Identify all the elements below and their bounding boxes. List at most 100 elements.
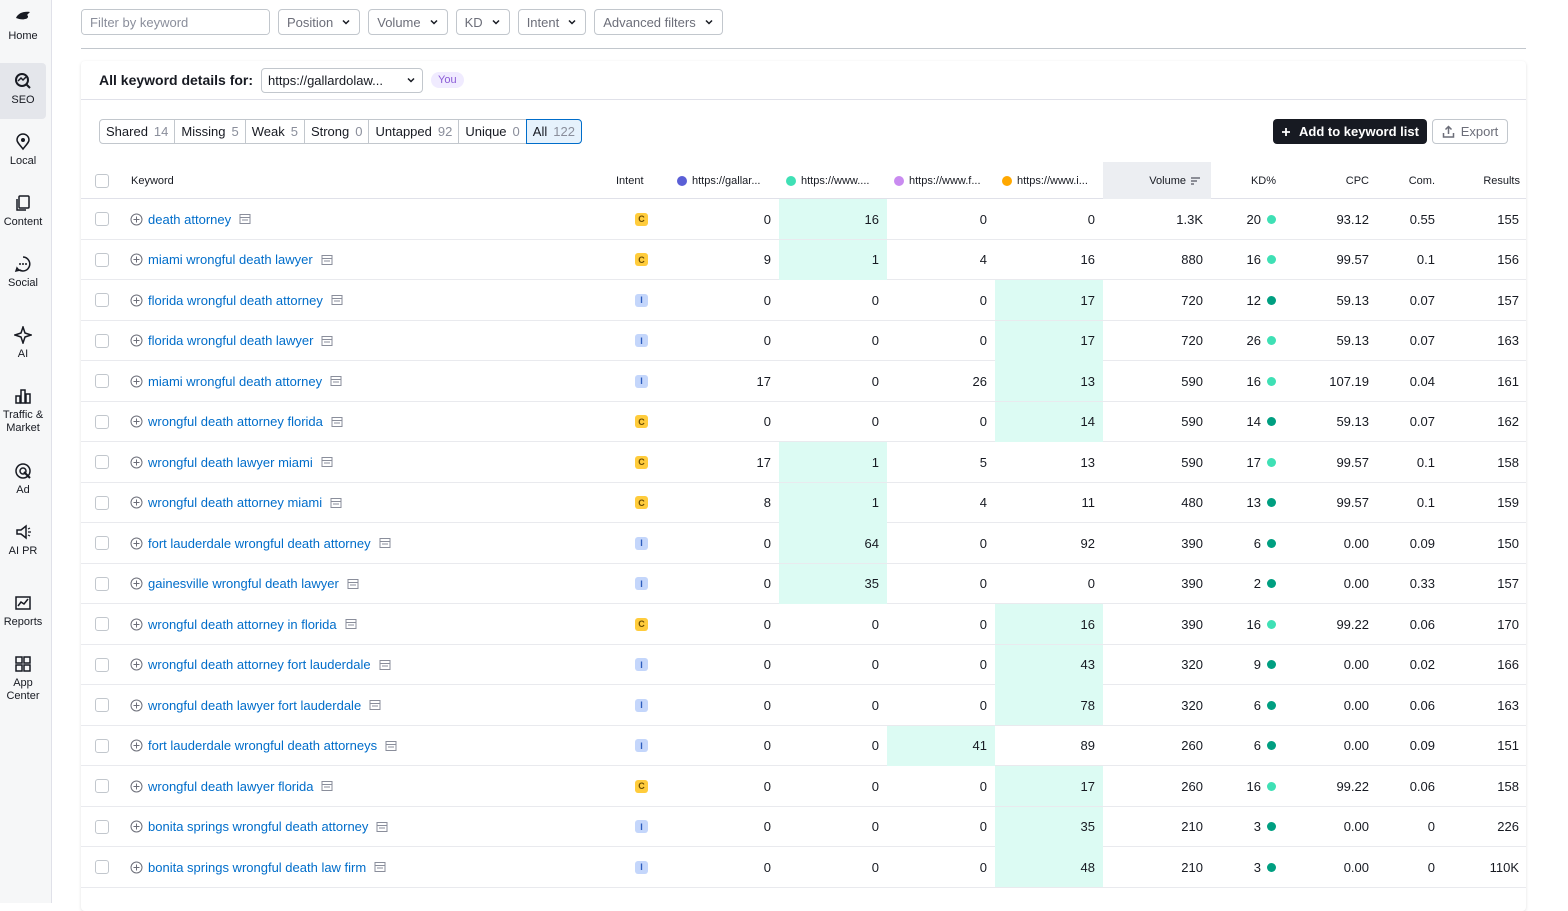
add-keyword-icon[interactable] [130, 699, 143, 712]
serp-features-icon[interactable] [374, 861, 386, 873]
keyword-link[interactable]: wrongful death lawyer florida [148, 778, 314, 794]
row-checkbox[interactable] [95, 455, 109, 469]
serp-features-icon[interactable] [376, 821, 388, 833]
row-checkbox[interactable] [95, 293, 109, 307]
col-domain-4[interactable]: https://www.i... [1002, 162, 1088, 199]
sidebar-item-reports[interactable]: Reports [0, 594, 46, 638]
volume-filter[interactable]: Volume [368, 9, 448, 35]
keyword-link[interactable]: fort lauderdale wrongful death attorneys [148, 738, 378, 753]
sidebar-item-seo[interactable]: SEO [0, 63, 46, 119]
row-checkbox[interactable] [95, 617, 109, 631]
serp-features-icon[interactable] [321, 335, 333, 347]
add-keyword-icon[interactable] [130, 294, 143, 307]
row-checkbox[interactable] [95, 698, 109, 712]
row-checkbox[interactable] [95, 333, 109, 348]
add-keyword-icon[interactable] [130, 334, 143, 347]
add-to-keyword-list-button[interactable]: Add to keyword list [1273, 119, 1427, 144]
add-keyword-icon[interactable] [130, 537, 143, 550]
serp-features-icon[interactable] [239, 213, 251, 225]
segment-unique[interactable]: Unique 0 [458, 119, 527, 144]
segment-missing[interactable]: Missing 5 [174, 119, 246, 144]
row-checkbox[interactable] [95, 212, 109, 226]
keyword-link[interactable]: wrongful death attorney florida [148, 414, 323, 429]
sidebar-item-ad[interactable]: Ad [0, 462, 46, 506]
keyword-link[interactable]: wrongful death attorney in florida [148, 616, 337, 632]
col-domain-1[interactable]: https://gallar... [677, 162, 760, 199]
add-keyword-icon[interactable] [130, 456, 143, 469]
col-keyword[interactable]: Keyword [131, 162, 174, 199]
sidebar-item-ai[interactable]: AI [0, 324, 46, 370]
add-keyword-icon[interactable] [130, 618, 143, 631]
export-button[interactable]: Export [1432, 119, 1508, 144]
keyword-link[interactable]: wrongful death lawyer miami [148, 454, 313, 470]
row-checkbox[interactable] [95, 252, 109, 267]
add-keyword-icon[interactable] [130, 375, 143, 388]
serp-features-icon[interactable] [331, 416, 343, 428]
keyword-filter-input[interactable] [82, 10, 269, 34]
keyword-link[interactable]: miami wrongful death attorney [148, 373, 323, 389]
serp-features-icon[interactable] [345, 618, 357, 630]
add-keyword-icon[interactable] [130, 739, 143, 752]
domain-select[interactable]: https://gallardolaw... [261, 67, 424, 93]
select-all-checkbox[interactable] [95, 173, 109, 188]
position-filter[interactable]: Position [278, 9, 361, 35]
sidebar-item-content[interactable]: Content [0, 194, 46, 238]
keyword-link[interactable]: florida wrongful death attorney [148, 292, 323, 308]
col-results[interactable]: Results [1441, 162, 1520, 199]
add-keyword-icon[interactable] [130, 780, 143, 793]
row-checkbox[interactable] [95, 414, 109, 429]
keyword-link[interactable]: wrongful death attorney miami [148, 495, 323, 510]
add-keyword-icon[interactable] [130, 658, 143, 671]
intent-filter[interactable]: Intent [517, 9, 587, 35]
serp-features-icon[interactable] [330, 375, 342, 387]
sidebar-item-social[interactable]: Social [0, 255, 46, 299]
keyword-link[interactable]: gainesville wrongful death lawyer [148, 576, 339, 591]
serp-features-icon[interactable] [321, 254, 333, 266]
segment-shared[interactable]: Shared 14 [99, 119, 176, 144]
col-domain-3[interactable]: https://www.f... [894, 162, 981, 199]
add-keyword-icon[interactable] [130, 861, 143, 874]
sidebar-item-home[interactable]: Home [0, 8, 46, 52]
kd-filter[interactable]: KD [455, 9, 510, 35]
sidebar-item-traffic-market[interactable]: Traffic & Market [0, 387, 46, 443]
row-checkbox[interactable] [95, 374, 109, 388]
row-checkbox[interactable] [95, 576, 109, 591]
sidebar-item-local[interactable]: Local [0, 133, 46, 177]
col-domain-2[interactable]: https://www.... [786, 162, 869, 199]
serp-features-icon[interactable] [379, 537, 391, 549]
serp-features-icon[interactable] [379, 659, 391, 671]
keyword-link[interactable]: bonita springs wrongful death attorney [148, 819, 369, 834]
col-volume[interactable]: Volume [1103, 162, 1211, 199]
keyword-link[interactable]: wrongful death attorney fort lauderdale [148, 657, 371, 672]
serp-features-icon[interactable] [330, 497, 342, 509]
add-keyword-icon[interactable] [130, 577, 143, 590]
keyword-link[interactable]: florida wrongful death lawyer [148, 333, 314, 348]
add-keyword-icon[interactable] [130, 820, 143, 833]
row-checkbox[interactable] [95, 860, 109, 874]
row-checkbox[interactable] [95, 657, 109, 672]
row-checkbox[interactable] [95, 495, 109, 510]
keyword-link[interactable]: death attorney [148, 211, 232, 227]
keyword-link[interactable]: bonita springs wrongful death law firm [148, 859, 367, 875]
row-checkbox[interactable] [95, 738, 109, 753]
row-checkbox[interactable] [95, 779, 109, 793]
row-checkbox[interactable] [95, 819, 109, 834]
add-keyword-icon[interactable] [130, 213, 143, 226]
serp-features-icon[interactable] [369, 699, 381, 711]
serp-features-icon[interactable] [385, 740, 397, 752]
serp-features-icon[interactable] [347, 578, 359, 590]
serp-features-icon[interactable] [321, 456, 333, 468]
row-checkbox[interactable] [95, 536, 109, 550]
col-com[interactable]: Com. [1371, 162, 1435, 199]
sidebar-item-app-center[interactable]: App Center [0, 655, 46, 711]
segment-strong[interactable]: Strong 0 [303, 119, 370, 144]
add-keyword-icon[interactable] [130, 496, 143, 509]
col-kd[interactable]: KD% [1211, 162, 1276, 199]
keyword-link[interactable]: fort lauderdale wrongful death attorney [148, 535, 371, 551]
add-keyword-icon[interactable] [130, 253, 143, 266]
segment-weak[interactable]: Weak 5 [244, 119, 305, 144]
add-keyword-icon[interactable] [130, 415, 143, 428]
col-intent[interactable]: Intent [616, 162, 644, 199]
sidebar-item-ai-pr[interactable]: AI PR [0, 523, 46, 567]
serp-features-icon[interactable] [321, 780, 333, 792]
